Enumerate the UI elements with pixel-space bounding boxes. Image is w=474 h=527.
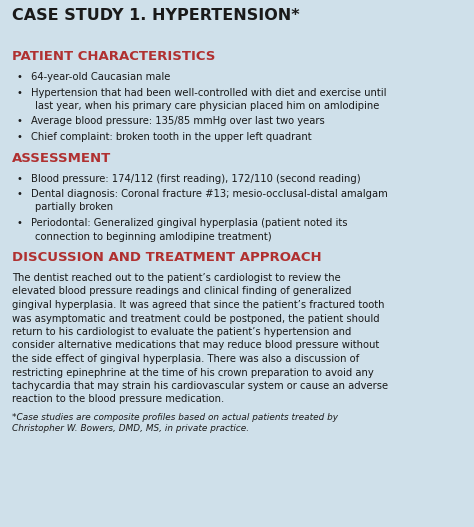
Text: the side effect of gingival hyperplasia. There was also a discussion of: the side effect of gingival hyperplasia.… (12, 354, 359, 364)
Text: •: • (17, 189, 23, 199)
Text: tachycardia that may strain his cardiovascular system or cause an adverse: tachycardia that may strain his cardiova… (12, 381, 388, 391)
Text: Periodontal: Generalized gingival hyperplasia (patient noted its: Periodontal: Generalized gingival hyperp… (31, 218, 347, 228)
Text: •: • (17, 132, 23, 142)
Text: last year, when his primary care physician placed him on amlodipine: last year, when his primary care physici… (35, 101, 379, 111)
Text: connection to beginning amlodipine treatment): connection to beginning amlodipine treat… (35, 231, 272, 241)
Text: Christopher W. Bowers, DMD, MS, in private practice.: Christopher W. Bowers, DMD, MS, in priva… (12, 424, 249, 433)
Text: *Case studies are composite profiles based on actual patients treated by: *Case studies are composite profiles bas… (12, 413, 338, 422)
Text: CASE STUDY 1. HYPERTENSION*: CASE STUDY 1. HYPERTENSION* (12, 8, 300, 23)
Text: Dental diagnosis: Coronal fracture #13; mesio-occlusal-distal amalgam: Dental diagnosis: Coronal fracture #13; … (31, 189, 388, 199)
Text: The dentist reached out to the patient’s cardiologist to review the: The dentist reached out to the patient’s… (12, 273, 341, 283)
Text: gingival hyperplasia. It was agreed that since the patient’s fractured tooth: gingival hyperplasia. It was agreed that… (12, 300, 384, 310)
Text: •: • (17, 116, 23, 126)
Text: was asymptomatic and treatment could be postponed, the patient should: was asymptomatic and treatment could be … (12, 314, 380, 324)
Text: •: • (17, 72, 23, 82)
Text: elevated blood pressure readings and clinical finding of generalized: elevated blood pressure readings and cli… (12, 287, 352, 297)
Text: Blood pressure: 174/112 (first reading), 172/110 (second reading): Blood pressure: 174/112 (first reading),… (31, 173, 361, 183)
Text: PATIENT CHARACTERISTICS: PATIENT CHARACTERISTICS (12, 50, 215, 63)
Text: Average blood pressure: 135/85 mmHg over last two years: Average blood pressure: 135/85 mmHg over… (31, 116, 325, 126)
Text: •: • (17, 87, 23, 97)
Text: •: • (17, 218, 23, 228)
Text: Hypertension that had been well-controlled with diet and exercise until: Hypertension that had been well-controll… (31, 87, 386, 97)
Text: reaction to the blood pressure medication.: reaction to the blood pressure medicatio… (12, 395, 224, 405)
Text: •: • (17, 173, 23, 183)
Text: restricting epinephrine at the time of his crown preparation to avoid any: restricting epinephrine at the time of h… (12, 367, 374, 377)
Text: 64-year-old Caucasian male: 64-year-old Caucasian male (31, 72, 170, 82)
Text: DISCUSSION AND TREATMENT APPROACH: DISCUSSION AND TREATMENT APPROACH (12, 251, 322, 264)
Text: consider alternative medications that may reduce blood pressure without: consider alternative medications that ma… (12, 340, 379, 350)
Text: ASSESSMENT: ASSESSMENT (12, 151, 111, 164)
Text: return to his cardiologist to evaluate the patient’s hypertension and: return to his cardiologist to evaluate t… (12, 327, 351, 337)
Text: partially broken: partially broken (35, 202, 113, 212)
Text: Chief complaint: broken tooth in the upper left quadrant: Chief complaint: broken tooth in the upp… (31, 132, 311, 142)
